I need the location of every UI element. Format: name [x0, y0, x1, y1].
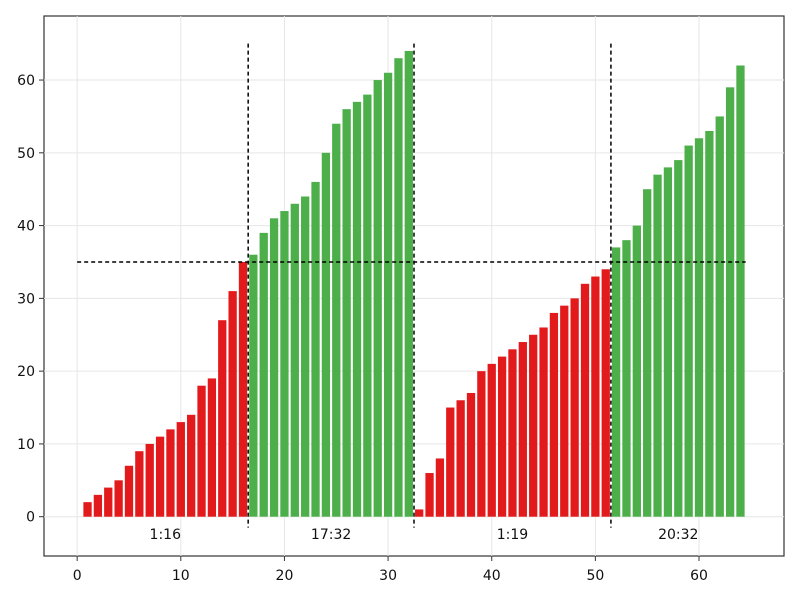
bar: [415, 509, 424, 517]
x-tick-label: 60: [690, 568, 708, 584]
y-tick-label: 20: [17, 364, 35, 380]
bar: [114, 480, 123, 517]
x-tick-label: 30: [379, 568, 397, 584]
bar: [456, 400, 465, 517]
bar: [218, 320, 227, 517]
bar: [487, 363, 496, 517]
x-tick-label: 50: [586, 568, 604, 584]
bar: [580, 283, 590, 517]
bar: [394, 58, 403, 517]
bar: [301, 196, 310, 517]
bar: [632, 225, 641, 517]
bar: [311, 181, 320, 517]
x-tick-label: 10: [172, 568, 190, 584]
bar: [705, 130, 714, 517]
bar: [249, 254, 258, 517]
bar: [435, 458, 445, 517]
bar: [176, 422, 185, 517]
bar: [529, 334, 538, 517]
bar: [166, 429, 175, 517]
bar: [425, 473, 434, 517]
bars: [83, 50, 745, 517]
bar: [207, 378, 217, 517]
bar: [539, 327, 548, 517]
bar: [155, 436, 165, 517]
reference-lines: [77, 43, 746, 528]
bar: [684, 145, 693, 517]
group-label: 1:19: [497, 527, 528, 543]
bar: [187, 414, 196, 517]
bar: [197, 385, 206, 517]
bar: [611, 247, 621, 517]
bar: [404, 50, 413, 517]
bar: [591, 276, 600, 517]
bar: [736, 65, 745, 517]
bar: [518, 342, 527, 517]
bar: [477, 371, 486, 517]
group-label: 17:32: [311, 527, 351, 543]
bar: [643, 189, 652, 517]
x-tick-label: 0: [73, 568, 82, 584]
y-tick-label: 50: [17, 146, 35, 162]
x-tick-label: 20: [276, 568, 294, 584]
bar: [280, 211, 289, 517]
bar: [290, 203, 299, 517]
bar: [560, 305, 569, 517]
x-tick-label: 40: [483, 568, 501, 584]
bar: [93, 494, 103, 517]
bar: [238, 261, 248, 517]
bar: [446, 407, 455, 517]
y-tick-label: 60: [17, 73, 35, 89]
bar: [549, 312, 559, 517]
bar: [363, 94, 372, 517]
bar: [674, 160, 683, 517]
y-tick-label: 30: [17, 291, 35, 307]
bar: [135, 451, 144, 517]
y-tick-label: 40: [17, 219, 35, 235]
bar: [352, 101, 362, 517]
bar: [342, 109, 351, 517]
bar: [269, 218, 279, 517]
bar: [570, 298, 579, 517]
bar: [104, 487, 113, 517]
bar: [663, 167, 673, 517]
bar: [497, 356, 507, 517]
bar: [259, 232, 268, 517]
group-label: 20:32: [658, 527, 698, 543]
bar: [145, 443, 154, 517]
bar: [694, 138, 704, 517]
bar: [228, 291, 237, 517]
bar: [508, 349, 517, 517]
bar: [373, 80, 382, 517]
bar: [725, 87, 735, 517]
y-tick-label: 10: [17, 437, 35, 453]
bar: [601, 269, 610, 517]
bar: [321, 152, 331, 517]
bar: [653, 174, 662, 517]
bar: [622, 240, 631, 517]
bar: [466, 392, 476, 517]
y-tick-label: 0: [26, 510, 35, 526]
group-labels: 1:16 17:32 1:19 20:32: [150, 527, 699, 543]
bar: [83, 502, 92, 517]
bar: [124, 465, 134, 517]
bar: [715, 116, 724, 517]
bar: [332, 123, 341, 517]
bar: [383, 72, 393, 517]
plot-area: [43, 15, 785, 557]
group-label: 1:16: [150, 527, 182, 543]
ticks: 0 10 20 30 40 50 60 0 10 20 30 40 50 60: [17, 73, 708, 584]
